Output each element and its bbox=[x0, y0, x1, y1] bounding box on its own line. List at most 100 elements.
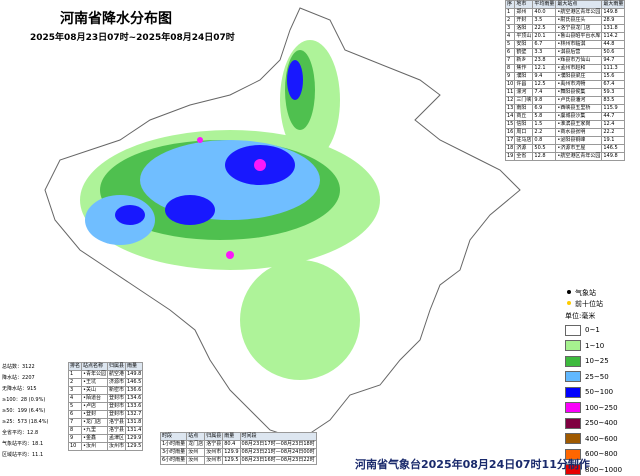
cell: •禹州市鸿畅 bbox=[555, 80, 603, 89]
rain-areas bbox=[80, 40, 380, 380]
cell: 鹤壁 bbox=[514, 48, 534, 57]
header-cell: 站点名称 bbox=[81, 362, 108, 371]
legend-label: 600~800 bbox=[585, 450, 618, 458]
cell: •淮滨县王家岗 bbox=[555, 120, 603, 129]
row: 15 信阳 1.5 •淮滨县王家岗 12.4 bbox=[504, 120, 626, 129]
row: 3 洛阳 22.5 •洛宁县龙门店 131.8 bbox=[504, 24, 626, 33]
stat: ≥25：573 (18.4%) bbox=[2, 419, 49, 425]
cell: 15 bbox=[504, 120, 516, 129]
cell: 08月23日21时—08月24日00时 bbox=[239, 448, 317, 457]
period-table: 时段 站点 归属县 雨量 时间段 1小时雨量 龙门店 洛宁县 80.4 08月23日17时—08月… bbox=[159, 432, 317, 465]
legend-label: 250~400 bbox=[585, 419, 618, 427]
cell: 131.8 bbox=[601, 24, 626, 33]
cell: 8 bbox=[504, 64, 516, 73]
cell: 7 bbox=[67, 418, 83, 427]
cell: •龙门店 bbox=[81, 418, 108, 427]
row: 3 •关山 新密市 136.6 bbox=[67, 386, 144, 395]
legend-label: 800~1000 bbox=[585, 465, 623, 474]
swatch bbox=[565, 355, 581, 367]
cell: 129.9 bbox=[124, 434, 144, 443]
cell: 59.3 bbox=[601, 88, 626, 97]
cell: •济源市王屋 bbox=[555, 144, 603, 153]
swatch bbox=[565, 340, 581, 351]
cell: 4 bbox=[504, 32, 516, 41]
cell: 9 bbox=[67, 434, 83, 443]
cell: 平顶山 bbox=[514, 32, 534, 41]
legend-label: 10~25 bbox=[585, 357, 609, 365]
cell: 1 bbox=[504, 8, 516, 17]
cell: 洛宁县 bbox=[204, 440, 224, 449]
cell: 3 bbox=[504, 24, 516, 33]
cell: 7.4 bbox=[532, 88, 557, 97]
legend-label: 400~600 bbox=[585, 434, 618, 443]
subtitle: 2025年08月23日07时~2025年08月24日07时 bbox=[30, 33, 235, 43]
station-item: 前十位站 bbox=[565, 299, 622, 310]
swatch bbox=[565, 324, 581, 336]
cell: 驻马店 bbox=[514, 136, 534, 145]
row: 7 •龙门店 洛宁县 131.8 bbox=[67, 418, 144, 427]
stat: 降水站：2207 bbox=[2, 375, 35, 381]
footer: 河南省气象台2025年08月24日07时11分制作 bbox=[355, 458, 590, 471]
row: 2 •王坑 济源市 146.5 bbox=[67, 378, 144, 387]
cell: 149.8 bbox=[601, 8, 626, 17]
row: 17 驻马店 0.8 •泌阳县铜峰 19.1 bbox=[504, 136, 626, 145]
cell: 漯河 bbox=[514, 88, 534, 97]
cell: •尉氏县庄头 bbox=[555, 16, 603, 25]
cell: 17 bbox=[504, 136, 516, 145]
cell: 济源 bbox=[514, 144, 534, 153]
cell: 商丘 bbox=[514, 112, 534, 121]
row: 6 鹤壁 3.3 •淇县后营 50.6 bbox=[504, 48, 626, 57]
cell: 濮阳 bbox=[514, 72, 534, 81]
cell: 周口 bbox=[514, 128, 534, 137]
cell: 12.5 bbox=[532, 80, 557, 89]
cell: 6 bbox=[67, 410, 83, 419]
cell: 1小时雨量 bbox=[159, 440, 188, 449]
cell: 20.1 bbox=[532, 32, 557, 41]
cell: •西峡县五里桥 bbox=[555, 104, 603, 113]
header-cell: 平均雨量 bbox=[532, 0, 557, 9]
cell: 南阳 bbox=[514, 104, 534, 113]
cell: •登封 bbox=[81, 410, 108, 419]
cell: 114.2 bbox=[601, 32, 626, 41]
cell: 12.1 bbox=[532, 64, 557, 73]
stats: 总站数：3122 降水站：2207 无降水站：915 ≥100：28 (0.9%) ≥5… bbox=[2, 362, 48, 461]
unit: 单位:毫米 bbox=[565, 312, 596, 320]
row: 14 商丘 5.8 •虞城县沙集 44.7 bbox=[504, 112, 626, 121]
legend-item: 250~400 bbox=[565, 416, 622, 432]
swatch bbox=[565, 464, 581, 475]
cell: 132.7 bbox=[124, 410, 144, 419]
cell: 8 bbox=[67, 426, 83, 435]
cell: 许昌 bbox=[514, 80, 534, 89]
swatch bbox=[565, 371, 581, 382]
cell: 12.8 bbox=[532, 152, 557, 161]
station-dot bbox=[567, 290, 571, 294]
cell: 航空港 bbox=[106, 370, 126, 379]
row: 18 济源 50.5 •济源市王屋 146.5 bbox=[504, 144, 626, 153]
station-dot bbox=[567, 301, 571, 305]
cell: 全省 bbox=[514, 152, 534, 161]
cell: 3.3 bbox=[532, 48, 557, 57]
cell: •濮阳县梁庄 bbox=[555, 72, 603, 81]
cell: 信阳 bbox=[514, 120, 534, 129]
cell: •鲁山县昭平台水库 bbox=[555, 32, 603, 41]
cell: 汝州市 bbox=[204, 448, 224, 457]
stat: ≥50：199 (6.4%) bbox=[2, 408, 46, 414]
cell: 16 bbox=[504, 128, 516, 137]
cell: 2 bbox=[504, 16, 516, 25]
cell: 131.8 bbox=[124, 418, 144, 427]
cell: •泌阳县铜峰 bbox=[555, 136, 603, 145]
cell: 146.5 bbox=[601, 144, 626, 153]
legend-label: 25~50 bbox=[585, 372, 609, 381]
row: 4 •陌道台 登封市 134.6 bbox=[67, 394, 144, 403]
cell: •商水县张明 bbox=[555, 128, 603, 137]
cell: 67.4 bbox=[601, 80, 626, 89]
cell: 6 bbox=[504, 48, 516, 57]
cell: 登封市 bbox=[106, 394, 126, 403]
header-cell: 排名 bbox=[67, 362, 83, 371]
cell: 2.2 bbox=[532, 128, 557, 137]
swatch bbox=[565, 386, 581, 398]
cell: 149.8 bbox=[601, 152, 626, 161]
swatch bbox=[565, 417, 581, 429]
